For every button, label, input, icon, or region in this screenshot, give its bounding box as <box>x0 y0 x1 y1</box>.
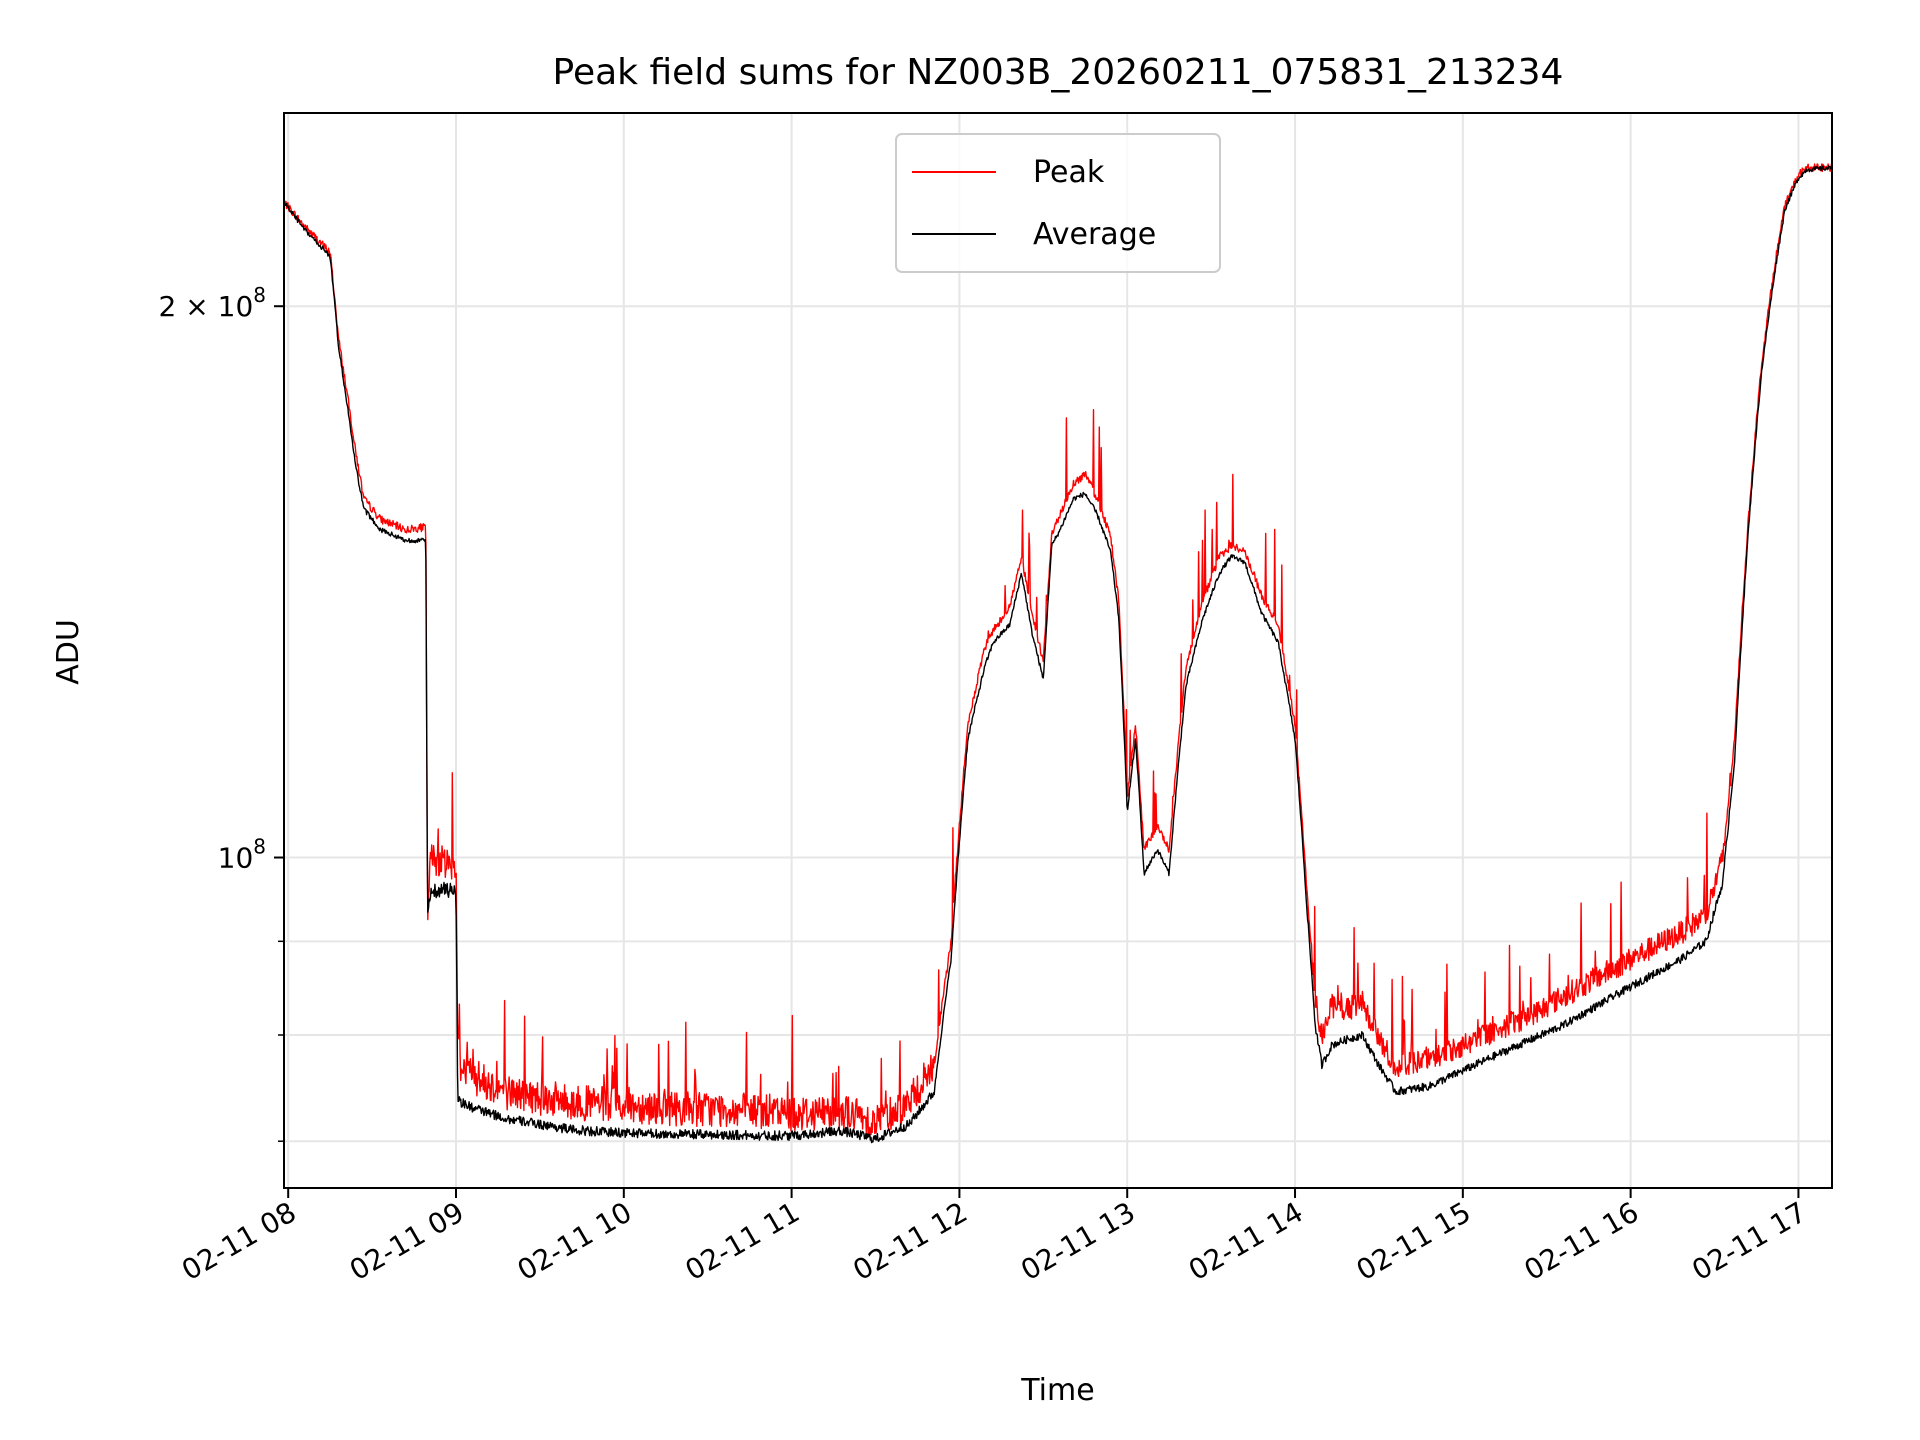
legend-box <box>895 133 1221 273</box>
y-axis: 108 2 × 108 <box>159 283 284 1142</box>
y-axis-label: ADU <box>51 619 86 685</box>
series-line-peak <box>283 163 1833 1138</box>
legend-average-label: Average <box>1033 217 1156 252</box>
x-axis-label: Time <box>1020 1373 1094 1408</box>
plot-area-frame <box>283 112 1833 1189</box>
series-line-average <box>283 165 1833 1144</box>
legend: Peak Average <box>895 133 1221 273</box>
y-tick-label: 2 × 108 <box>159 283 266 323</box>
legend-peak-label: Peak <box>1033 155 1105 190</box>
grid <box>284 113 1832 1188</box>
plot-series <box>283 163 1833 1144</box>
y-tick-label: 108 <box>218 835 266 875</box>
chart-title: Peak field sums for NZ003B_20260211_0758… <box>553 52 1564 93</box>
